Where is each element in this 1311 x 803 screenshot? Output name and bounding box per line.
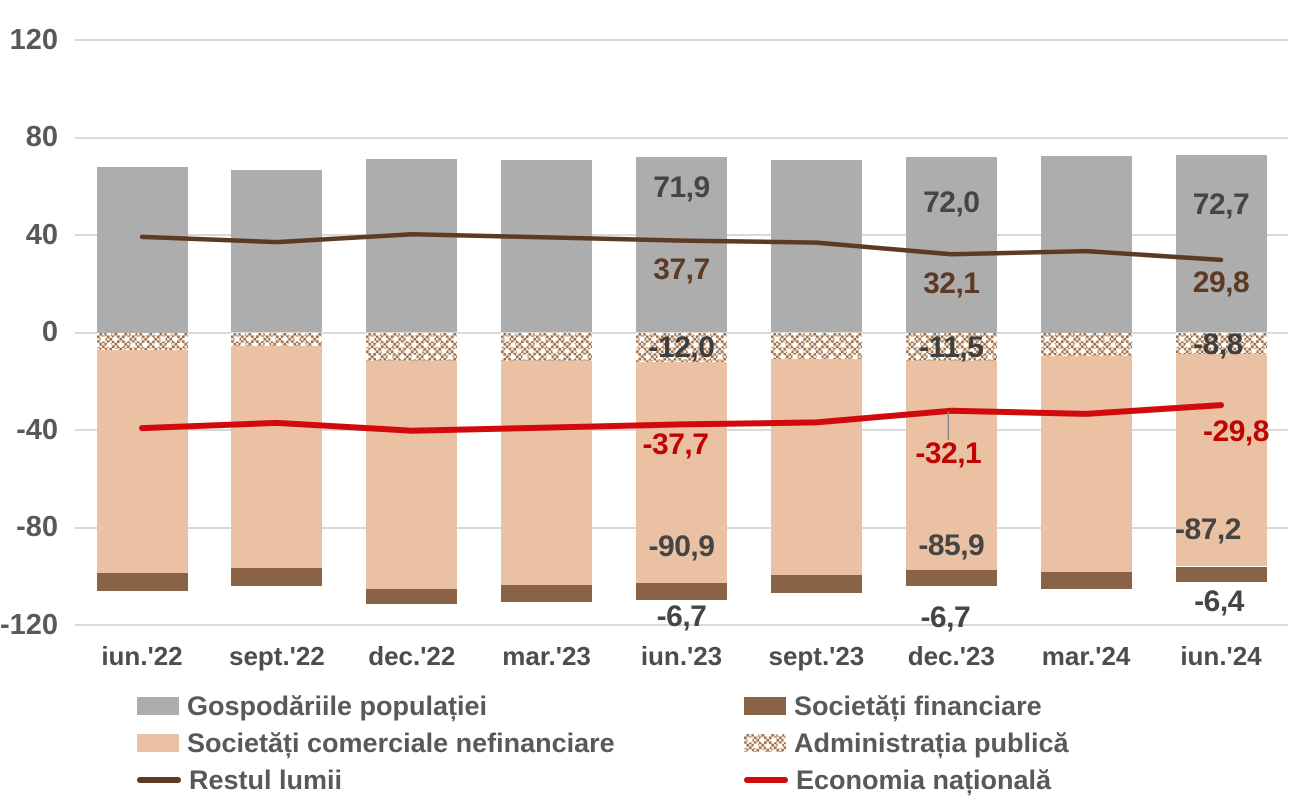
bar-segment: [1040, 571, 1132, 590]
legend-column-right: Societăți financiare Administrația public…: [744, 692, 1069, 794]
data-label: -6,7: [920, 600, 971, 634]
bar-segment: [636, 332, 727, 362]
bar-segment: [96, 167, 188, 333]
bar-segment: [905, 360, 997, 570]
bar-segment: [636, 361, 727, 584]
data-label: -87,2: [1175, 512, 1241, 546]
bar-segment: [231, 170, 323, 333]
bar-segment: [366, 332, 458, 361]
data-label: 72,7: [1192, 187, 1250, 221]
legend-item: Economia națională: [744, 766, 1069, 794]
data-label: -6,7: [656, 599, 707, 633]
data-label: 29,8: [1192, 265, 1250, 299]
data-label: 32,1: [923, 266, 980, 300]
data-label: 37,7: [653, 253, 710, 287]
bar-segment: [1175, 353, 1267, 567]
bar-segment: [366, 360, 458, 589]
bar-segment: [1040, 332, 1132, 357]
y-axis-tick--120: -120: [0, 608, 59, 641]
legend-item: Administrația publică: [744, 729, 1069, 757]
x-axis-label: mar.'24: [1041, 641, 1131, 671]
data-label: -11,5: [919, 330, 984, 364]
bar-segment: [905, 332, 997, 361]
legend-label: Economia națională: [796, 765, 1052, 795]
data-label: -29,8: [1203, 415, 1269, 449]
x-axis-label: sept.'22: [228, 641, 325, 671]
bar-segment: [96, 349, 188, 573]
x-axis-label: iun.'24: [1180, 641, 1262, 671]
bar-segment: [770, 332, 862, 359]
bar-segment: [770, 358, 862, 575]
bar-segment: [501, 584, 593, 602]
data-label: 71,9: [653, 170, 710, 204]
bar-segment: [231, 568, 323, 587]
bar-segment: [501, 361, 593, 585]
gridline-120: [75, 39, 1288, 41]
bar-segment: [905, 157, 997, 333]
gridline--120: [75, 624, 1288, 626]
bar-segment: [1040, 356, 1132, 572]
legend-swatch: [744, 777, 788, 783]
legend-swatch: [137, 734, 179, 752]
bar-segment: [231, 332, 323, 347]
legend-item: Gospodăriile populației: [137, 692, 615, 720]
gridline-80: [75, 136, 1288, 139]
bar-segment: [366, 158, 458, 333]
legend-swatch: [744, 734, 786, 752]
y-axis-tick-80: 80: [25, 121, 58, 153]
data-label: -90,9: [648, 530, 715, 563]
data-label: -37,7: [642, 427, 709, 461]
legend-column-left: Gospodăriile populației Societăți comerci…: [137, 692, 615, 794]
bar-segment: [96, 332, 188, 350]
data-label: 72,0: [923, 186, 980, 220]
y-axis-tick-120: 120: [9, 23, 58, 56]
bar-segment: [1175, 155, 1267, 333]
y-axis-tick-0: 0: [41, 316, 58, 348]
legend-item: Societăți comerciale nefinanciare: [137, 729, 615, 757]
legend-label: Societăți comerciale nefinanciare: [187, 728, 615, 758]
legend-swatch: [137, 777, 181, 783]
data-label: -6,4: [1194, 584, 1244, 618]
data-label: -8,8: [1193, 328, 1243, 362]
bar-segment: [1175, 332, 1267, 354]
bar-segment: [770, 160, 862, 333]
bar-segment: [501, 159, 593, 333]
x-axis-label: dec.'22: [368, 641, 456, 671]
bar-segment: [770, 574, 862, 594]
legend-label: Gospodăriile populației: [187, 691, 488, 721]
x-axis-label: iun.'23: [640, 641, 723, 671]
y-axis-tick--40: -40: [16, 413, 58, 446]
legend-label: Administrația publică: [794, 728, 1069, 758]
data-label: -12,0: [648, 330, 715, 364]
bar-segment: [1175, 566, 1267, 583]
bar-segment: [231, 346, 323, 568]
bar-segment: [501, 332, 593, 361]
bar-segment: [1040, 156, 1132, 333]
legend-label: Societăți financiare: [794, 691, 1042, 721]
x-axis-label: sept.'23: [768, 641, 865, 671]
legend-item: Restul lumii: [137, 766, 615, 794]
legend-label: Restul lumii: [189, 765, 343, 795]
legend-item: Societăți financiare: [744, 692, 1069, 720]
x-axis-label: dec.'23: [907, 641, 995, 671]
y-axis-tick--80: -80: [16, 511, 58, 543]
x-axis-label: iun.'22: [101, 641, 183, 671]
y-axis-tick-40: 40: [25, 218, 58, 251]
legend-swatch: [744, 697, 786, 715]
data-label: -85,9: [918, 528, 985, 562]
legend-swatch: [137, 697, 179, 715]
bar-segment: [636, 583, 727, 600]
bar-segment: [96, 572, 188, 591]
bar-segment: [366, 588, 458, 605]
data-label: -32,1: [915, 437, 982, 471]
x-axis-label: mar.'23: [502, 641, 591, 671]
bar-segment: [905, 569, 997, 587]
